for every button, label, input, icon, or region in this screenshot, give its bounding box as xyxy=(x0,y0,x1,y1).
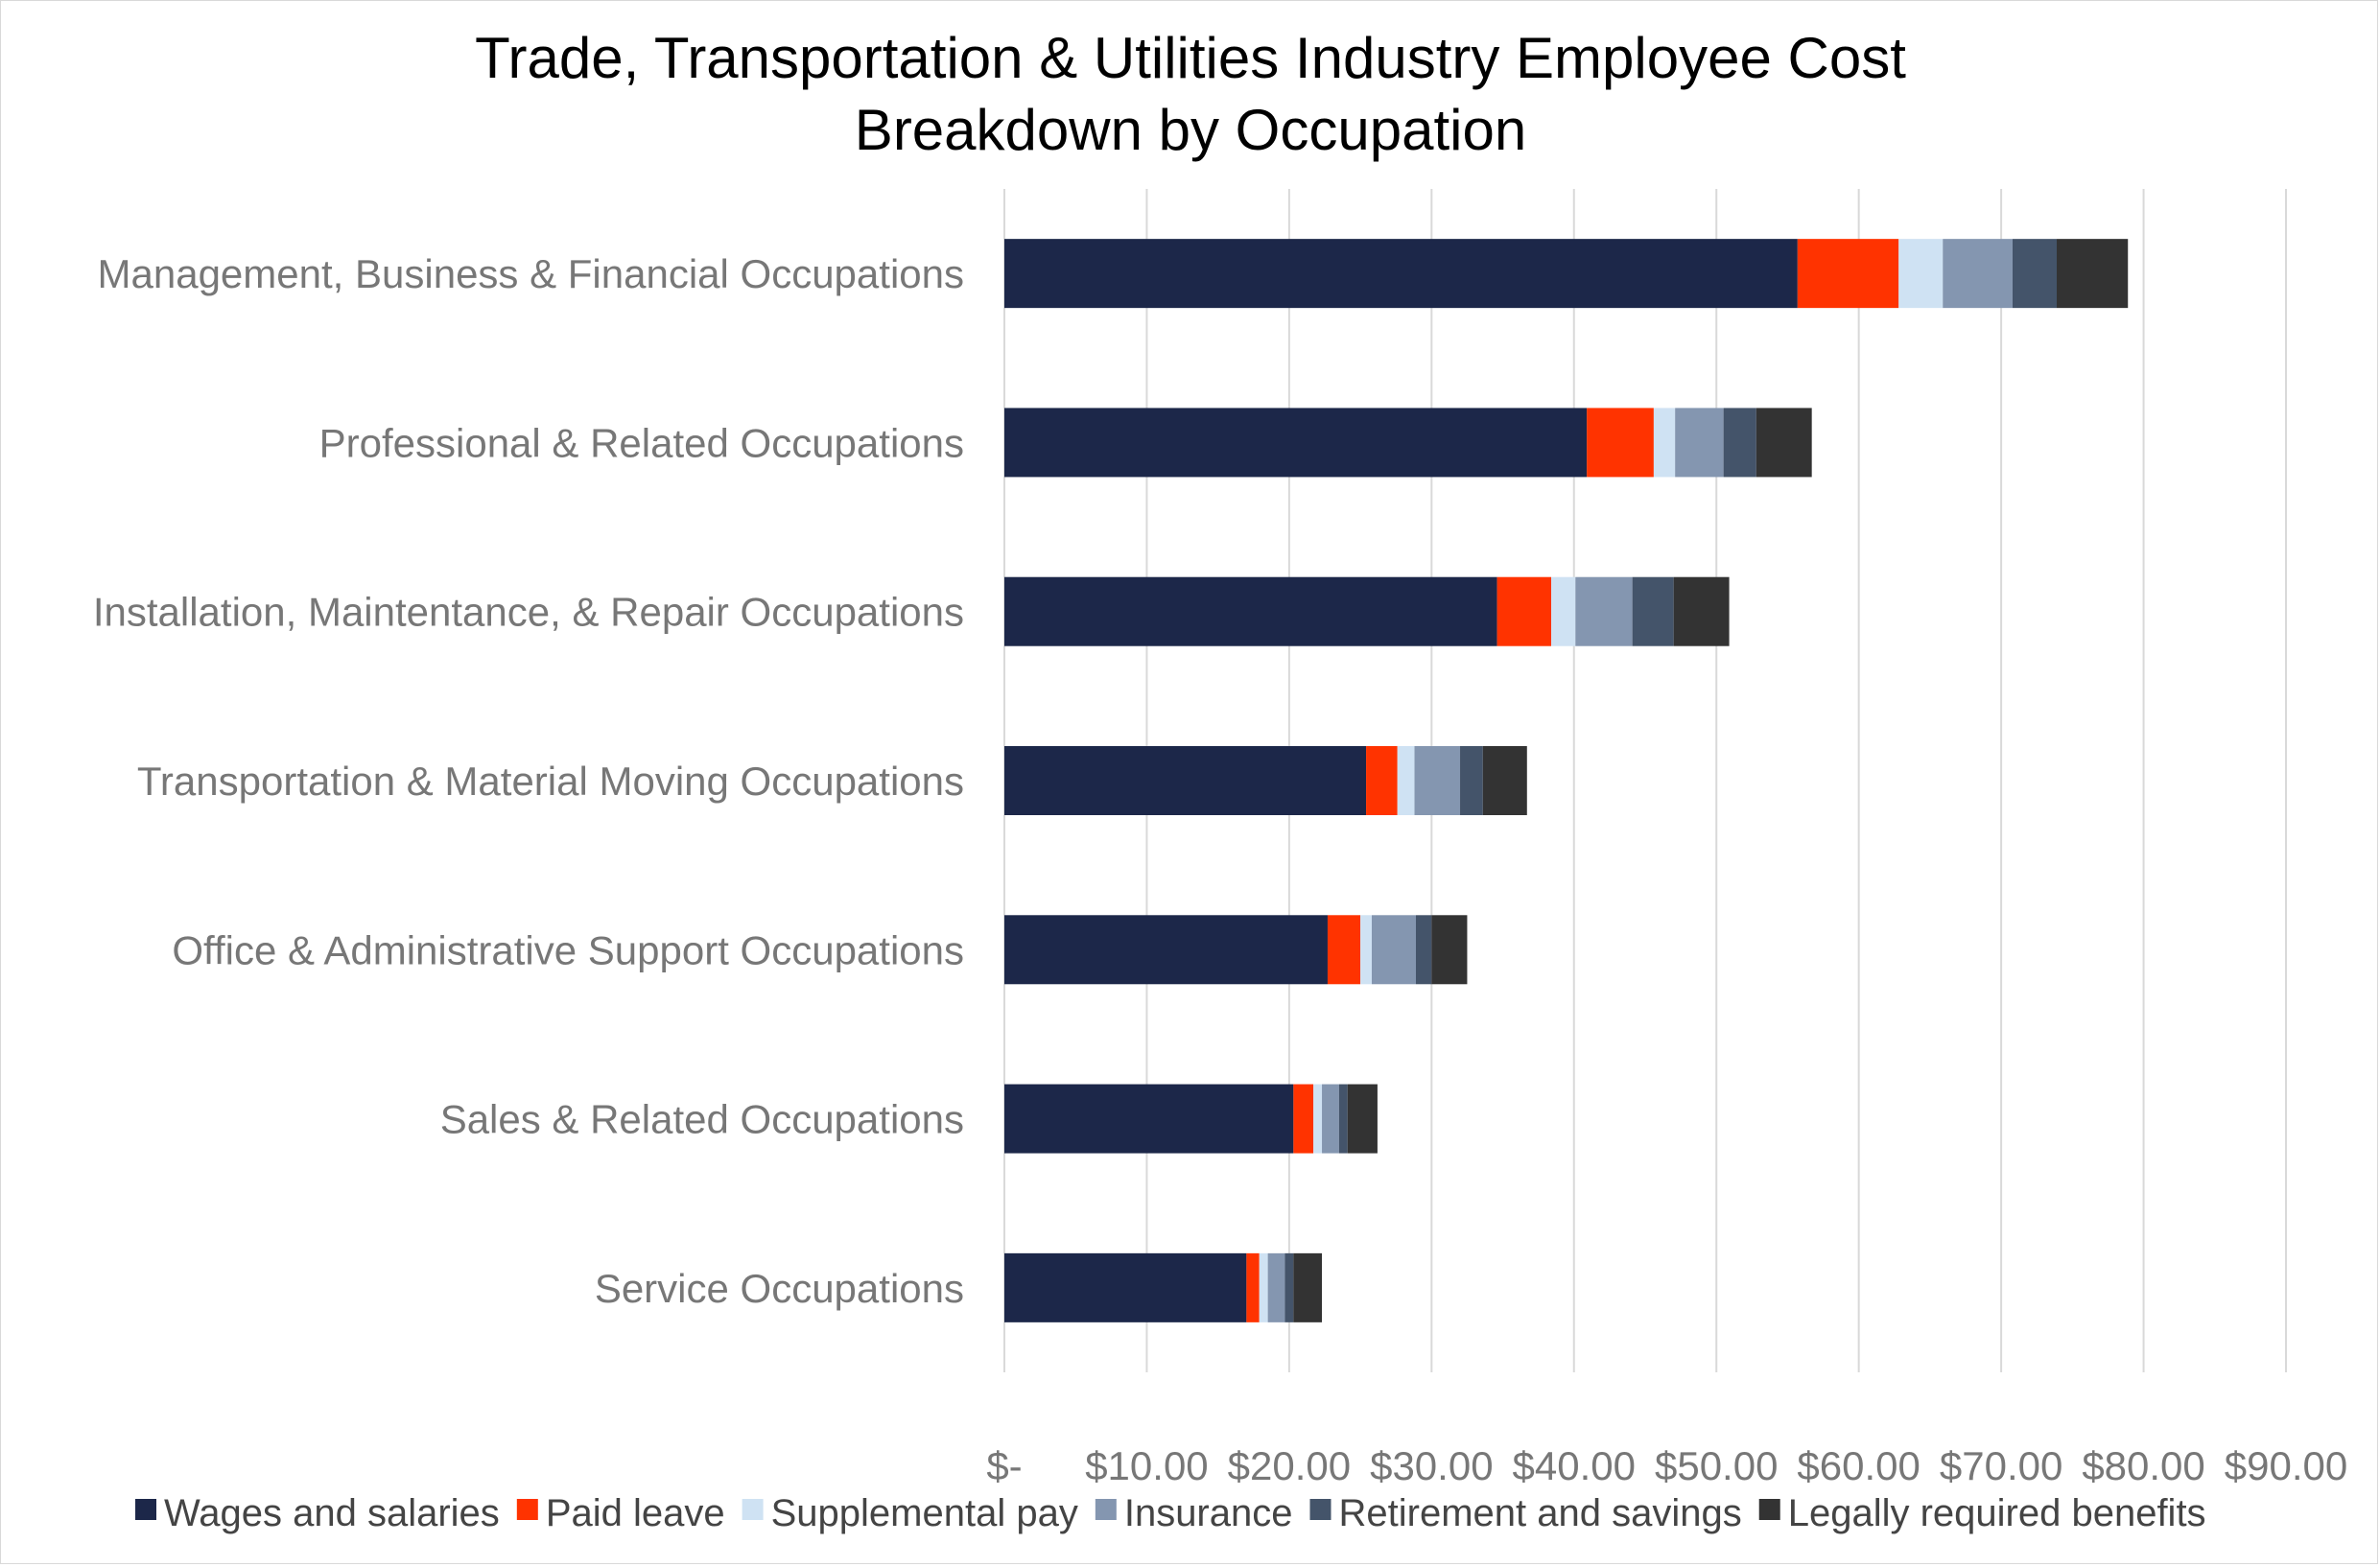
legend: Wages and salaries Paid leave Supplemental… xyxy=(135,1492,2206,1534)
bars xyxy=(1004,239,2129,1322)
gridlines xyxy=(1003,189,2287,1372)
bar-segment xyxy=(1246,1252,1260,1322)
bar-segment xyxy=(1327,915,1361,985)
legend-label: Insurance xyxy=(1124,1492,1293,1534)
x-tick-label: $- xyxy=(986,1443,1022,1488)
bar-segment xyxy=(1004,1252,1247,1322)
bar-segment xyxy=(1551,576,1576,646)
bar-segment xyxy=(1004,408,1588,478)
bar-segment xyxy=(1756,408,1812,478)
bar-segment xyxy=(1496,576,1552,646)
bar-segment xyxy=(1898,239,1944,309)
category-label: Management, Business & Financial Occupat… xyxy=(98,251,964,296)
legend-label: Retirement and savings xyxy=(1339,1492,1742,1534)
bar-segment xyxy=(1675,408,1724,478)
bar-segment xyxy=(1347,1084,1378,1154)
x-axis-tick-labels: $- $10.00 $20.00 $30.00 $40.00 $50.00 $60.00 $7… xyxy=(986,1443,2347,1488)
bar-segment xyxy=(1482,746,1527,815)
bar-segment xyxy=(1360,915,1372,985)
bar-segment xyxy=(1322,1084,1339,1154)
chart-title: Trade, Transportation & Utilities Indust… xyxy=(475,26,1906,162)
chart-title-line-1: Trade, Transportation & Utilities Indust… xyxy=(475,26,1906,90)
bar-segment xyxy=(1004,239,1798,309)
legend-swatch xyxy=(1758,1499,1780,1520)
legend-swatch xyxy=(1095,1499,1117,1520)
category-label: Sales & Related Occupations xyxy=(440,1097,964,1142)
bar-segment xyxy=(1673,576,1730,646)
category-label: Office & Administrative Support Occupati… xyxy=(172,927,964,972)
legend-swatch xyxy=(742,1499,764,1520)
bar-segment xyxy=(1797,239,1899,309)
bar-segment xyxy=(1371,915,1417,985)
x-tick-label: $10.00 xyxy=(1085,1443,1208,1488)
bar-segment xyxy=(1313,1084,1323,1154)
x-tick-label: $60.00 xyxy=(1797,1443,1920,1488)
bar-segment xyxy=(1284,1252,1294,1322)
x-tick-label: $80.00 xyxy=(2082,1443,2204,1488)
category-label: Transportation & Material Moving Occupat… xyxy=(137,759,964,804)
category-label: Installation, Maintentance, & Repair Occ… xyxy=(93,590,964,635)
bar-segment xyxy=(1653,408,1676,478)
x-tick-label: $40.00 xyxy=(1513,1443,1636,1488)
legend-swatch xyxy=(1309,1499,1331,1520)
bar-segment xyxy=(1004,576,1497,646)
bar-segment xyxy=(1431,915,1468,985)
x-tick-label: $90.00 xyxy=(2225,1443,2347,1488)
bar-segment xyxy=(2012,239,2058,309)
bar-segment xyxy=(1004,915,1328,985)
bar-segment xyxy=(1943,239,2013,309)
bar-segment xyxy=(1397,746,1415,815)
legend-label: Legally required benefits xyxy=(1788,1492,2206,1534)
bar-segment xyxy=(1366,746,1398,815)
category-label: Service Occupations xyxy=(595,1266,964,1311)
bar-segment xyxy=(1460,746,1483,815)
x-tick-label: $70.00 xyxy=(1940,1443,2062,1488)
bar-segment xyxy=(1414,746,1461,815)
x-tick-label: $50.00 xyxy=(1655,1443,1778,1488)
bar-segment xyxy=(1293,1084,1314,1154)
legend-swatch xyxy=(135,1499,156,1520)
category-label: Professional & Related Occupations xyxy=(319,420,964,465)
bar-segment xyxy=(1723,408,1756,478)
bar-segment xyxy=(1587,408,1654,478)
legend-label: Wages and salaries xyxy=(164,1492,500,1534)
bar-segment xyxy=(1004,746,1367,815)
bar-segment xyxy=(1267,1252,1285,1322)
bar-segment xyxy=(1293,1252,1323,1322)
category-labels: Management, Business & Financial Occupat… xyxy=(93,251,964,1311)
x-tick-label: $30.00 xyxy=(1370,1443,1493,1488)
legend-label: Paid leave xyxy=(546,1492,725,1534)
bar-segment xyxy=(1416,915,1432,985)
bar-segment xyxy=(1004,1084,1294,1154)
bar-segment xyxy=(1259,1252,1268,1322)
x-tick-label: $20.00 xyxy=(1228,1443,1351,1488)
legend-label: Supplemental pay xyxy=(771,1492,1078,1534)
chart-title-line-2: Breakdown by Occupation xyxy=(855,98,1526,162)
bar-segment xyxy=(1632,576,1674,646)
bar-segment xyxy=(2057,239,2129,309)
bar-segment xyxy=(1575,576,1633,646)
bar-segment xyxy=(1338,1084,1348,1154)
legend-swatch xyxy=(516,1499,538,1520)
